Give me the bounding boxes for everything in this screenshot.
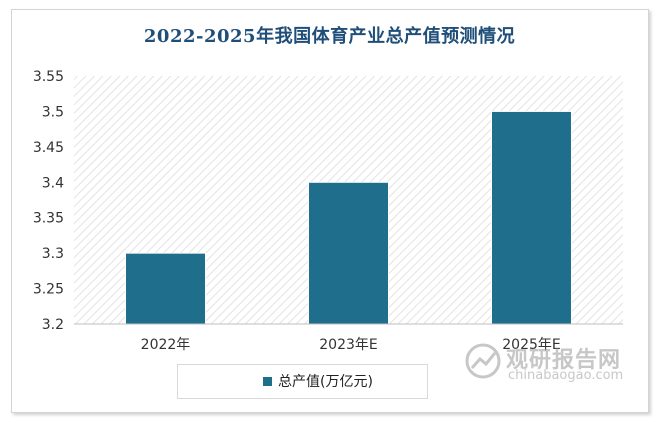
x-tick-label: 2022年 <box>141 337 191 353</box>
y-tick-label: 3.3 <box>42 246 64 262</box>
y-tick-label: 3.45 <box>33 140 64 156</box>
legend-label: 总产值(万亿元) <box>278 374 373 390</box>
bar-0 <box>125 252 206 325</box>
x-tick-label: 2023年E <box>319 337 377 353</box>
legend-swatch <box>263 377 272 386</box>
x-tick-label: 2025年E <box>502 337 560 353</box>
y-tick-label: 3.4 <box>42 175 64 191</box>
y-tick-label: 3.25 <box>33 282 64 298</box>
y-tick-label: 3.5 <box>42 104 64 120</box>
watermark-text-en: chinabaogao.com <box>508 368 624 383</box>
y-tick-label: 3.35 <box>33 211 64 227</box>
watermark: 观研报告网 chinabaogao.com <box>458 340 648 390</box>
legend: 总产值(万亿元) <box>177 364 428 399</box>
y-tick-label: 3.2 <box>42 317 64 333</box>
bar-1 <box>308 181 389 325</box>
bar-2 <box>491 110 572 325</box>
watermark-logo-icon <box>465 343 501 379</box>
watermark-text-cn: 观研报告网 <box>506 348 622 373</box>
chart-title: 2022-2025年我国体育产业总产值预测情况 <box>143 26 516 47</box>
y-tick-label: 3.55 <box>33 69 64 85</box>
